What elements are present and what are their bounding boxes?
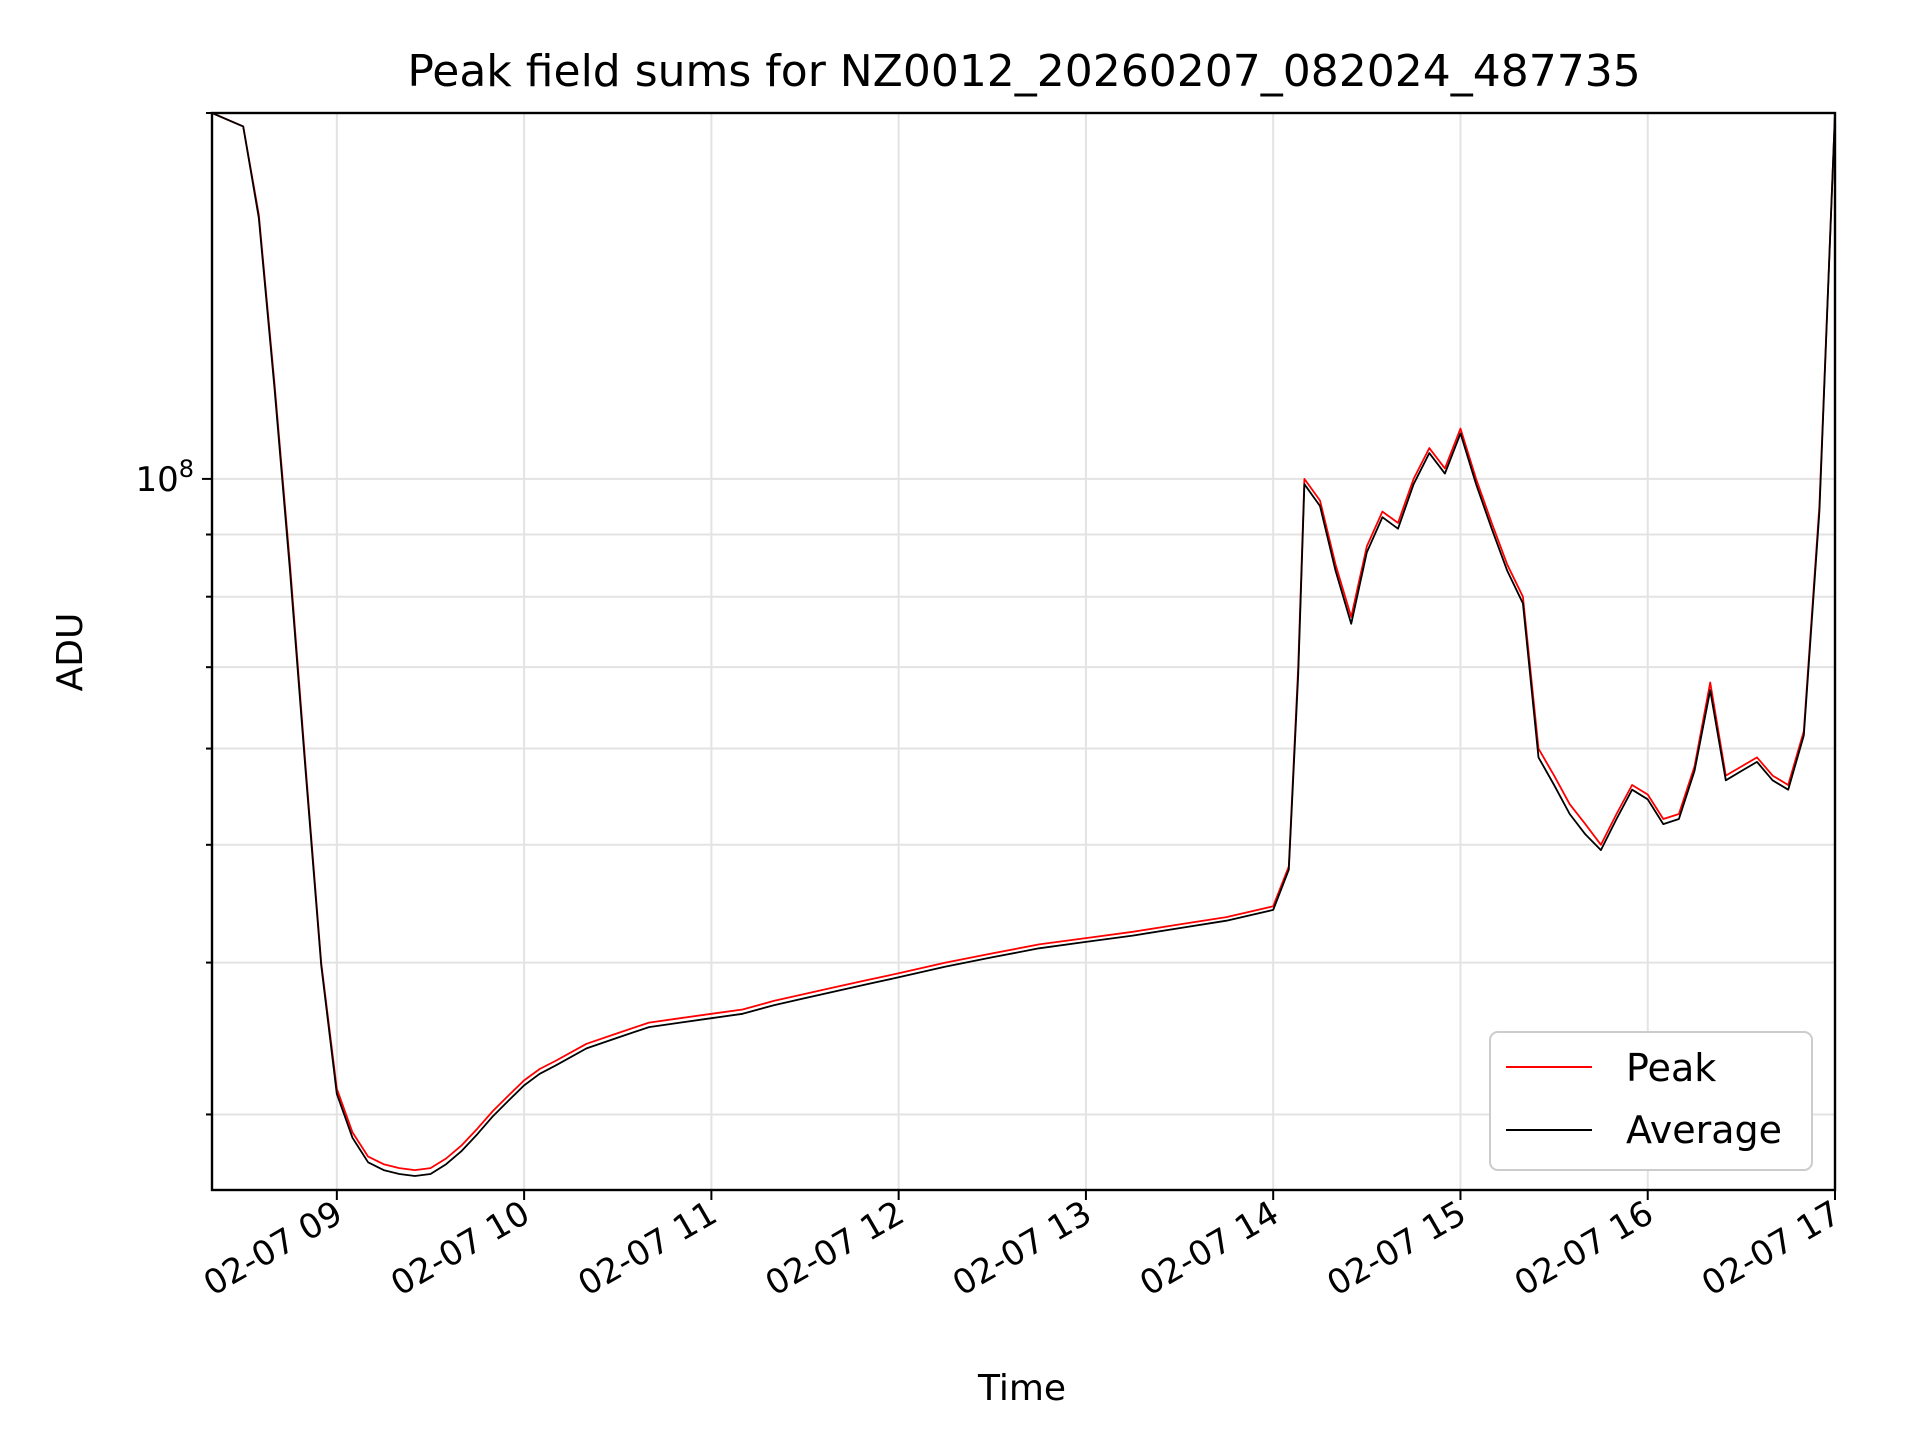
- legend: Peak Average: [1489, 1031, 1813, 1171]
- series-line-peak: [212, 113, 1835, 1171]
- legend-average-label: Average: [1626, 1108, 1782, 1152]
- y-axis-ticks: 108: [135, 112, 212, 1116]
- y-tick-label: 108: [135, 455, 194, 500]
- chart-title: Peak field sums for NZ0012_20260207_0820…: [407, 46, 1640, 97]
- plot-frame: [210, 111, 1837, 1192]
- plot-series: [212, 113, 1835, 1177]
- legend-peak-label: Peak: [1626, 1046, 1716, 1090]
- series-line-average: [212, 113, 1835, 1177]
- y-axis-label: ADU: [50, 613, 91, 692]
- x-axis-label: Time: [977, 1368, 1066, 1409]
